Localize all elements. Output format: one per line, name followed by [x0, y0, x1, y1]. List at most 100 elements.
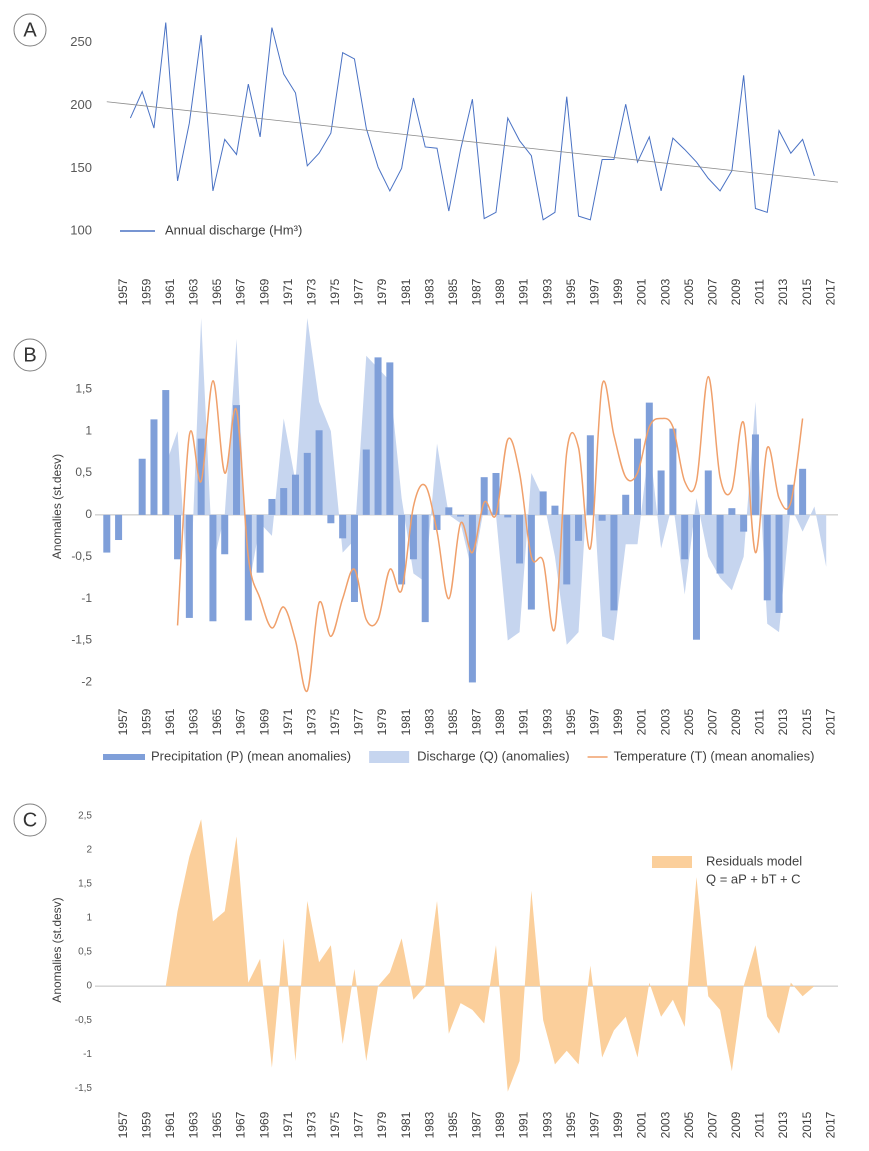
bar: [138, 458, 146, 515]
bar: [209, 514, 217, 622]
y-tick-label: 0,5: [78, 947, 92, 958]
x-tick-label: 1973: [304, 708, 318, 735]
bar: [303, 452, 311, 515]
x-tick-label: 1983: [422, 1111, 436, 1138]
y-tick-label: -1,5: [75, 1083, 93, 1094]
x-tick-label: 1985: [446, 1111, 460, 1138]
legend-label: Residuals model: [706, 853, 802, 868]
panel-badge: [13, 803, 47, 837]
x-tick-label: 1959: [139, 278, 153, 305]
bar: [103, 514, 111, 553]
bar: [728, 508, 736, 515]
bar: [280, 488, 288, 515]
bar: [551, 505, 559, 515]
bar: [575, 514, 583, 541]
y-tick-label: 1,5: [78, 879, 92, 890]
panel-badge: [13, 338, 47, 372]
bar: [291, 474, 299, 515]
x-tick-label: 1971: [281, 708, 295, 735]
trend-line: [106, 101, 839, 183]
bar: [221, 514, 229, 555]
x-tick-label: 2005: [682, 708, 696, 735]
x-tick-label: 2007: [705, 1111, 719, 1138]
x-tick-label: 1979: [375, 708, 389, 735]
x-tick-label: 1971: [281, 278, 295, 305]
legend-swatch: [652, 856, 692, 868]
x-tick-label: 1979: [375, 278, 389, 305]
y-tick-label: 0: [86, 981, 92, 992]
x-tick-label: 1959: [139, 1111, 153, 1138]
x-tick-label: 1997: [588, 1111, 602, 1138]
bar: [256, 514, 264, 573]
y-tick-label: -1,5: [71, 633, 92, 647]
y-tick-label: 150: [70, 160, 92, 175]
bar: [174, 514, 182, 560]
x-tick-label: 2011: [753, 709, 767, 735]
x-tick-label: 1981: [399, 278, 413, 305]
x-tick-label: 1975: [328, 708, 342, 735]
x-tick-label: 1989: [493, 708, 507, 735]
x-tick-label: 2013: [776, 708, 790, 735]
x-tick-label: 2001: [635, 1111, 649, 1138]
x-tick-label: 1981: [399, 1111, 413, 1138]
legend-label: Precipitation (P) (mean anomalies): [151, 748, 351, 763]
legend-label: Temperature (T) (mean anomalies): [614, 748, 815, 763]
bar: [150, 419, 158, 515]
legend-label: Annual discharge (Hm³): [165, 222, 302, 237]
x-tick-label: 2003: [658, 1111, 672, 1138]
x-tick-label: 1965: [210, 1111, 224, 1138]
x-tick-label: 1995: [564, 1111, 578, 1138]
x-tick-label: 2009: [729, 708, 743, 735]
x-tick-label: 1961: [163, 708, 177, 735]
x-tick-label: 1977: [352, 708, 366, 735]
x-tick-label: 2015: [800, 1111, 814, 1138]
legend-note: Q = aP + bT + C: [706, 871, 801, 886]
x-tick-label: 2005: [682, 1111, 696, 1138]
y-tick-label: -1: [81, 591, 92, 605]
y-tick-label: -0,5: [71, 549, 92, 563]
x-tick-label: 1997: [588, 708, 602, 735]
bar: [350, 514, 358, 603]
bar: [669, 428, 677, 515]
legend-label: Discharge (Q) (anomalies): [417, 748, 569, 763]
bar: [598, 514, 606, 521]
y-tick-label: -1: [83, 1049, 92, 1060]
x-tick-label: 2009: [729, 278, 743, 305]
x-tick-label: 1989: [493, 1111, 507, 1138]
bar: [480, 477, 488, 515]
bar: [763, 514, 771, 601]
bar: [409, 514, 417, 560]
x-tick-label: 1971: [281, 1111, 295, 1138]
bar: [185, 514, 193, 618]
x-tick-label: 2015: [800, 278, 814, 305]
bar: [162, 390, 170, 515]
x-tick-label: 1967: [234, 278, 248, 305]
line: [176, 375, 804, 692]
bar: [457, 514, 465, 517]
x-tick-label: 1991: [517, 1111, 531, 1138]
bar: [622, 494, 630, 515]
x-tick-label: 2017: [823, 1111, 837, 1138]
y-tick-label: 1: [86, 913, 92, 924]
y-tick-label: 2: [86, 845, 92, 856]
bar: [563, 514, 571, 585]
x-tick-label: 1973: [304, 278, 318, 305]
x-tick-label: 1977: [352, 278, 366, 305]
x-tick-label: 2009: [729, 1111, 743, 1138]
x-tick-label: 1963: [187, 278, 201, 305]
bar: [421, 514, 429, 623]
panel-label: B: [23, 344, 36, 366]
x-tick-label: 2011: [753, 1112, 767, 1138]
x-tick-label: 1983: [422, 278, 436, 305]
x-tick-label: 2017: [823, 278, 837, 305]
x-tick-label: 1957: [116, 278, 130, 305]
x-tick-label: 1957: [116, 1111, 130, 1138]
bar: [233, 405, 241, 515]
x-tick-label: 2001: [635, 278, 649, 305]
bar: [315, 430, 323, 515]
x-tick-label: 1969: [257, 278, 271, 305]
x-tick-label: 1983: [422, 708, 436, 735]
bar: [516, 514, 524, 564]
